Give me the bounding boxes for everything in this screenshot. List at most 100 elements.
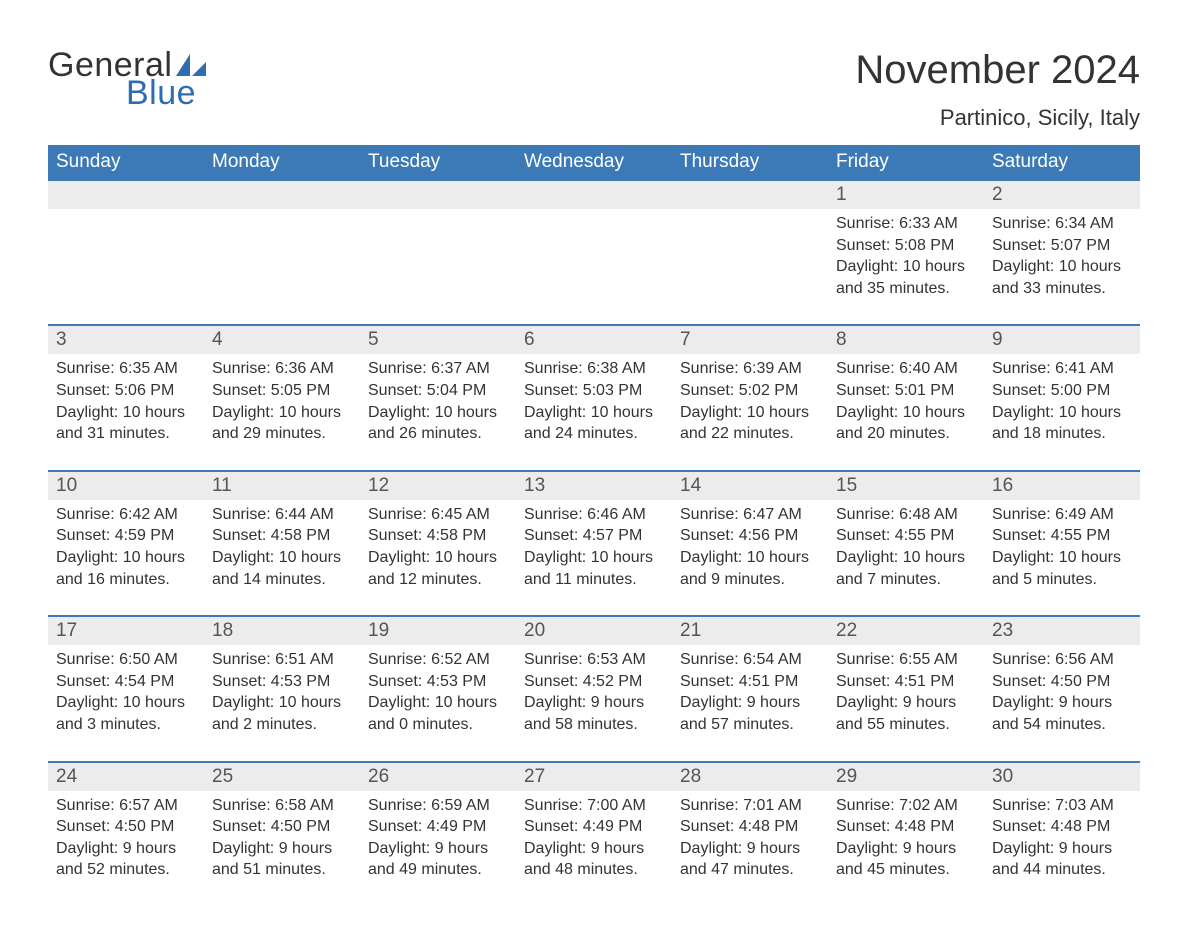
day-detail-cell: Sunrise: 6:39 AMSunset: 5:02 PMDaylight:… [672,354,828,452]
daylight-text-line1: Daylight: 9 hours [992,838,1132,860]
sunset-text: Sunset: 5:02 PM [680,380,820,402]
day-number-cell [516,180,672,209]
day-number-cell: 16 [984,471,1140,500]
weekday-header: Wednesday [516,145,672,180]
day-number-cell: 22 [828,616,984,645]
sunset-text: Sunset: 4:59 PM [56,525,196,547]
daylight-text-line2: and 45 minutes. [836,859,976,881]
sail-icon [176,54,206,76]
sunrise-text: Sunrise: 6:55 AM [836,649,976,671]
day-number-cell: 3 [48,325,204,354]
week-detail-row: Sunrise: 6:50 AMSunset: 4:54 PMDaylight:… [48,645,1140,743]
day-number-cell: 10 [48,471,204,500]
weekday-header: Thursday [672,145,828,180]
day-number-cell: 4 [204,325,360,354]
day-detail-cell: Sunrise: 6:58 AMSunset: 4:50 PMDaylight:… [204,791,360,889]
daylight-text-line2: and 26 minutes. [368,423,508,445]
daylight-text-line1: Daylight: 10 hours [836,547,976,569]
brand-logo: General Blue [48,48,206,110]
day-detail-cell: Sunrise: 6:42 AMSunset: 4:59 PMDaylight:… [48,500,204,598]
daylight-text-line2: and 54 minutes. [992,714,1132,736]
week-separator [48,598,1140,616]
sunrise-text: Sunrise: 6:57 AM [56,795,196,817]
sunrise-text: Sunrise: 6:49 AM [992,504,1132,526]
weekday-header: Monday [204,145,360,180]
day-detail-cell: Sunrise: 6:52 AMSunset: 4:53 PMDaylight:… [360,645,516,743]
day-number-cell [672,180,828,209]
daylight-text-line1: Daylight: 10 hours [524,402,664,424]
day-number-cell [204,180,360,209]
sunset-text: Sunset: 4:56 PM [680,525,820,547]
sunrise-text: Sunrise: 6:52 AM [368,649,508,671]
sunrise-text: Sunrise: 6:38 AM [524,358,664,380]
sunrise-text: Sunrise: 6:40 AM [836,358,976,380]
daylight-text-line1: Daylight: 9 hours [836,838,976,860]
sunrise-text: Sunrise: 6:41 AM [992,358,1132,380]
sunset-text: Sunset: 5:03 PM [524,380,664,402]
daylight-text-line2: and 20 minutes. [836,423,976,445]
day-number-cell [48,180,204,209]
week-daynum-row: 24252627282930 [48,762,1140,791]
daylight-text-line1: Daylight: 10 hours [56,547,196,569]
daylight-text-line1: Daylight: 9 hours [680,838,820,860]
sunrise-text: Sunrise: 6:59 AM [368,795,508,817]
daylight-text-line2: and 12 minutes. [368,569,508,591]
sunrise-text: Sunrise: 6:54 AM [680,649,820,671]
day-detail-cell: Sunrise: 6:40 AMSunset: 5:01 PMDaylight:… [828,354,984,452]
daylight-text-line2: and 9 minutes. [680,569,820,591]
day-detail-cell: Sunrise: 6:44 AMSunset: 4:58 PMDaylight:… [204,500,360,598]
sunrise-text: Sunrise: 6:58 AM [212,795,352,817]
day-detail-cell: Sunrise: 6:38 AMSunset: 5:03 PMDaylight:… [516,354,672,452]
day-number-cell: 25 [204,762,360,791]
sunset-text: Sunset: 5:07 PM [992,235,1132,257]
week-daynum-row: 10111213141516 [48,471,1140,500]
daylight-text-line2: and 2 minutes. [212,714,352,736]
week-detail-row: Sunrise: 6:33 AMSunset: 5:08 PMDaylight:… [48,209,1140,307]
day-detail-cell: Sunrise: 6:54 AMSunset: 4:51 PMDaylight:… [672,645,828,743]
daylight-text-line2: and 29 minutes. [212,423,352,445]
daylight-text-line1: Daylight: 10 hours [56,692,196,714]
daylight-text-line2: and 35 minutes. [836,278,976,300]
day-detail-cell: Sunrise: 7:00 AMSunset: 4:49 PMDaylight:… [516,791,672,889]
daylight-text-line1: Daylight: 9 hours [524,838,664,860]
daylight-text-line2: and 0 minutes. [368,714,508,736]
daylight-text-line1: Daylight: 10 hours [212,547,352,569]
week-detail-row: Sunrise: 6:57 AMSunset: 4:50 PMDaylight:… [48,791,1140,889]
day-number-cell: 19 [360,616,516,645]
sunset-text: Sunset: 4:48 PM [992,816,1132,838]
sunset-text: Sunset: 4:49 PM [368,816,508,838]
sunset-text: Sunset: 4:55 PM [992,525,1132,547]
sunset-text: Sunset: 5:06 PM [56,380,196,402]
daylight-text-line1: Daylight: 10 hours [212,692,352,714]
daylight-text-line2: and 31 minutes. [56,423,196,445]
day-detail-cell: Sunrise: 7:01 AMSunset: 4:48 PMDaylight:… [672,791,828,889]
daylight-text-line1: Daylight: 9 hours [212,838,352,860]
sunset-text: Sunset: 4:52 PM [524,671,664,693]
sunrise-text: Sunrise: 7:03 AM [992,795,1132,817]
daylight-text-line1: Daylight: 10 hours [56,402,196,424]
week-separator [48,307,1140,325]
daylight-text-line1: Daylight: 10 hours [680,547,820,569]
sunrise-text: Sunrise: 6:53 AM [524,649,664,671]
sunrise-text: Sunrise: 7:02 AM [836,795,976,817]
sunset-text: Sunset: 5:05 PM [212,380,352,402]
day-number-cell [360,180,516,209]
sunset-text: Sunset: 4:53 PM [368,671,508,693]
sunset-text: Sunset: 4:50 PM [992,671,1132,693]
daylight-text-line1: Daylight: 9 hours [992,692,1132,714]
sunrise-text: Sunrise: 7:01 AM [680,795,820,817]
day-detail-cell: Sunrise: 6:34 AMSunset: 5:07 PMDaylight:… [984,209,1140,307]
day-number-cell: 13 [516,471,672,500]
sunset-text: Sunset: 4:49 PM [524,816,664,838]
day-number-cell: 11 [204,471,360,500]
sunset-text: Sunset: 4:58 PM [212,525,352,547]
daylight-text-line1: Daylight: 10 hours [368,547,508,569]
day-number-cell: 27 [516,762,672,791]
day-detail-cell: Sunrise: 6:45 AMSunset: 4:58 PMDaylight:… [360,500,516,598]
day-detail-cell [672,209,828,307]
weekday-header-row: Sunday Monday Tuesday Wednesday Thursday… [48,145,1140,180]
day-number-cell: 15 [828,471,984,500]
daylight-text-line1: Daylight: 10 hours [836,402,976,424]
day-number-cell: 7 [672,325,828,354]
calendar-document: General Blue November 2024 Partinico, Si… [0,0,1188,929]
